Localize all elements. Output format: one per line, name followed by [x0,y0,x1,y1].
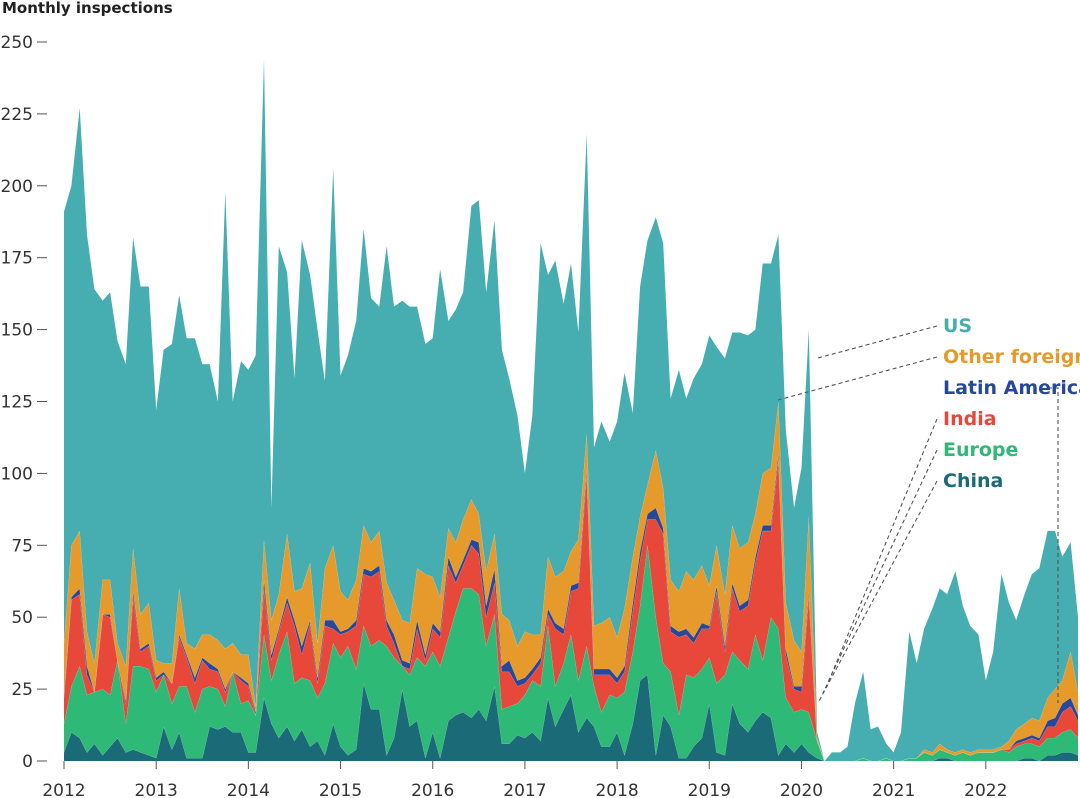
x-tick-label: 2014 [227,781,270,798]
legend-label-other-foreign: Other foreign [943,346,1080,368]
area-other-foreign [64,401,1078,761]
x-tick-label: 2018 [595,781,638,798]
x-tick-label: 2012 [42,781,85,798]
y-axis-title: Monthly inspections [2,0,173,17]
y-axis: 0 25 50 75 100 125 150 175 200 225 250 [1,33,47,772]
legend-label-india: India [943,408,997,430]
y-tick-label: 0 [22,752,33,772]
y-tick-label: 25 [11,680,33,700]
y-tick-label: 250 [1,33,33,53]
leader-line-india [827,418,938,684]
legend-label-us: US [943,315,972,337]
y-tick-label: 100 [1,464,33,484]
area-india [64,459,1078,761]
legend-label-latin-america: Latin America [943,377,1080,399]
y-tick-label: 175 [1,249,33,269]
leader-line-europe [822,449,938,694]
leader-line-other-foreign [777,356,938,401]
x-axis: 2012 2013 2014 2015 2016 2017 2018 2019 2020 2021… [42,761,1007,798]
y-tick-label: 200 [1,177,33,197]
x-tick-label: 2017 [503,781,546,798]
area-layers [63,59,1079,762]
x-tick-label: 2013 [135,781,178,798]
legend-label-europe: Europe [943,439,1018,461]
x-tick-label: 2020 [780,781,823,798]
leader-line-us [817,325,938,359]
x-tick-label: 2016 [411,781,454,798]
legend: US Other foreign Latin America India Europe C… [777,315,1080,704]
x-tick-label: 2021 [872,781,915,798]
y-tick-label: 150 [1,321,33,341]
leader-line-latin-america [1048,387,1059,703]
y-tick-label: 125 [1,393,33,413]
x-tick-label: 2019 [688,781,731,798]
legend-label-china: China [943,470,1003,492]
y-tick-label: 225 [1,105,33,125]
y-tick-label: 75 [11,536,33,556]
x-tick-label: 2015 [319,781,362,798]
area-china [64,674,1078,761]
area-us [64,59,1078,762]
area-europe [64,545,1078,761]
y-tick-label: 50 [11,608,33,628]
x-tick-label: 2022 [964,781,1007,798]
